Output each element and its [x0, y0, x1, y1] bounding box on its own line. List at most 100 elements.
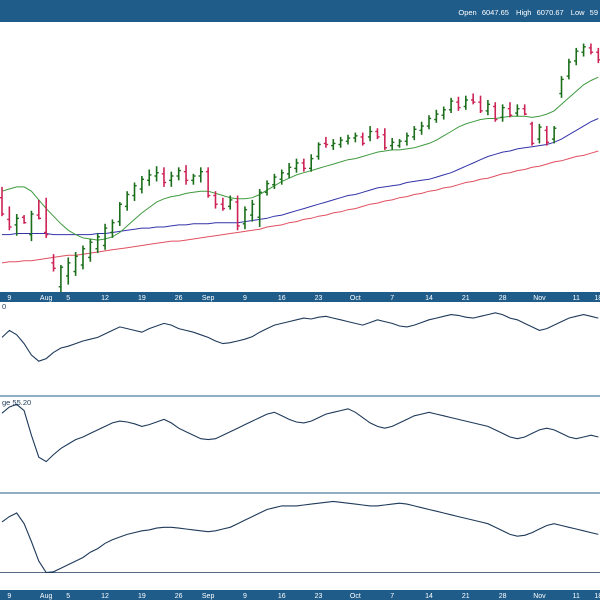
date-tick-label: 14	[425, 295, 433, 302]
date-strip-top	[0, 292, 600, 302]
ohlc-bar	[566, 58, 572, 80]
ohlc-bar	[588, 43, 594, 55]
low-value: 59	[590, 8, 598, 17]
ohlc-bar	[257, 189, 262, 228]
low-label: Low	[571, 8, 585, 17]
ohlc-bar	[294, 158, 299, 173]
date-tick-label: 23	[315, 295, 323, 302]
ohlc-bar	[389, 138, 395, 150]
ohlc-bar	[154, 166, 159, 182]
ohlc-bar	[147, 169, 152, 186]
ohlc-bar	[456, 96, 461, 111]
indicator-line	[1, 312, 599, 362]
panel2-label: 0	[2, 302, 6, 311]
ohlc-bar	[58, 265, 64, 296]
date-tick-label: Oct	[350, 593, 361, 600]
date-axis-top: 9 Aug 5 12 19 26 Sep 9 16 23 Oct 7 14 21 28 Nov 11 18	[7, 295, 600, 302]
ohlc-bar	[382, 128, 388, 150]
ohlc-bar	[338, 136, 343, 148]
date-tick-label: 18	[594, 593, 600, 600]
ohlc-bar	[286, 162, 292, 179]
ohlc-bar	[544, 126, 549, 146]
ohlc-bar	[574, 47, 579, 66]
ohlc-bar	[43, 197, 49, 238]
date-tick-label: 11	[573, 295, 580, 302]
ohlc-bar	[51, 254, 56, 272]
ohlc-bar	[0, 186, 5, 217]
ohlc-bar	[493, 102, 498, 122]
ma-short-line	[1, 76, 599, 241]
ohlc-bar	[88, 238, 93, 262]
date-tick-label: Nov	[533, 295, 546, 302]
ohlc-bar	[426, 115, 432, 130]
date-tick-label: 14	[425, 593, 433, 600]
ohlc-bar	[331, 139, 336, 150]
ohlc-bar	[264, 180, 270, 196]
ohlc-bar	[228, 195, 233, 210]
date-tick-label: 9	[243, 593, 247, 600]
date-tick-label: 19	[138, 593, 146, 600]
high-value: 6070.67	[537, 8, 564, 17]
ma-mid-line	[2, 118, 599, 236]
ohlc-bar	[434, 109, 439, 123]
ohlc-bar	[419, 121, 424, 135]
ohlc-bar	[596, 47, 600, 64]
date-tick-label: 28	[499, 295, 507, 302]
date-tick-label: 9	[243, 295, 247, 302]
ohlc-bar	[323, 136, 329, 148]
date-tick-label: 5	[66, 593, 70, 600]
ohlc-bar	[29, 210, 34, 242]
ohlc-bar	[309, 154, 314, 172]
date-tick-label: Oct	[350, 295, 361, 302]
indicator-line	[1, 403, 599, 463]
date-tick-label: 12	[101, 593, 109, 600]
ohlc-bar	[110, 219, 115, 238]
ohlc-bar	[191, 173, 196, 185]
ohlc-bar	[102, 223, 108, 250]
date-strip-bottom	[0, 590, 600, 600]
date-tick-label: 5	[66, 295, 70, 302]
ohlc-bar	[205, 167, 211, 198]
ohlc-bar	[242, 206, 248, 230]
date-tick-label: Nov	[533, 593, 546, 600]
date-tick-label: Aug	[40, 593, 53, 600]
ohlc-bar	[176, 167, 181, 181]
ohlc-bar	[507, 102, 513, 118]
date-tick-label: 21	[462, 593, 470, 600]
date-tick-label: 9	[7, 295, 11, 302]
ohlc-bar	[412, 126, 417, 141]
date-tick-label: 26	[175, 593, 183, 600]
header-ohlc: Open 6047.65 High 6070.67 Low 59	[458, 8, 598, 17]
date-tick-label: 7	[390, 593, 394, 600]
ohlc-bar	[95, 233, 100, 254]
date-tick-label: 21	[462, 295, 470, 302]
date-tick-label: 16	[278, 593, 286, 600]
date-tick-label: 7	[390, 295, 394, 302]
ohlc-bar	[500, 104, 505, 122]
date-tick-label: 11	[573, 593, 580, 600]
date-tick-label: 19	[138, 295, 146, 302]
ohlc-bar	[470, 93, 476, 105]
ohlc-bar	[161, 167, 167, 187]
ohlc-bar	[478, 95, 483, 114]
ohlc-bar	[559, 76, 564, 98]
ohlc-bar	[345, 134, 351, 145]
ohlc-bar	[485, 100, 491, 116]
indicator-line	[1, 500, 599, 574]
ohlc-bar	[360, 132, 365, 146]
ohlc-bar	[250, 199, 255, 222]
ohlc-bar	[235, 195, 240, 231]
ohlc-bar	[124, 191, 130, 211]
ohlc-bar	[581, 43, 586, 57]
date-tick-label: 28	[499, 593, 507, 600]
high-label: High	[516, 8, 531, 17]
ohlc-bar	[80, 245, 86, 270]
header-bar	[0, 0, 600, 22]
indicator-panel-2	[1, 403, 599, 463]
ohlc-bar	[515, 104, 520, 117]
ohlc-bar	[7, 206, 12, 231]
ohlc-bar	[522, 104, 527, 116]
date-tick-label: 16	[278, 295, 286, 302]
ohlc-bar	[404, 132, 410, 146]
